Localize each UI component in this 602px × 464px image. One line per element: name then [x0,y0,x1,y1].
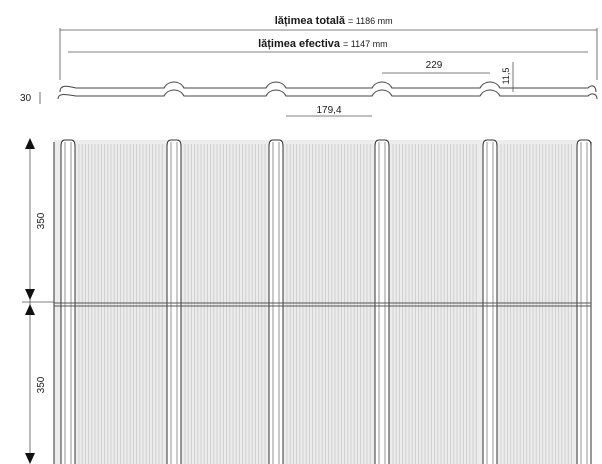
total-width-dimension: lățimea totală = 1186 mm [59,15,598,80]
arrow-mid-up [25,289,35,300]
arrow-top [25,138,35,149]
arrow-mid-down [25,304,35,315]
rib-outline [374,139,390,464]
rib [166,139,182,464]
effective-width-value: = 1147 mm [343,39,388,49]
segment-width-value: 179,4 [316,105,341,116]
rib [576,139,592,464]
module-length-dimension: 350 350 [22,138,60,464]
rib [482,139,498,464]
total-width-label: lățimea totală [275,15,346,27]
rib-outline [268,139,284,464]
rib [60,139,76,464]
rib-outline [576,139,592,464]
module-length-top-value: 350 [36,212,47,229]
rib [268,139,284,464]
corrugation-stripes [78,144,572,464]
profile-upper-edge [59,81,597,93]
profile-lower-edge [57,89,598,100]
wave-pitch-value: 229 [426,60,443,71]
rib-height-value: 11,5 [501,68,511,85]
profile-height-value: 30 [20,93,32,104]
rib-outline [482,139,498,464]
cross-section-profile [57,81,598,100]
wave-pitch-dimension: 229 [382,60,490,74]
rib [374,139,390,464]
effective-width-label: lățimea efectiva [258,38,341,50]
tile-sheet-plan-view [53,139,592,464]
segment-width-dimension: 179,4 [286,105,372,117]
rib-outline [166,139,182,464]
arrow-bottom [25,453,35,464]
total-width-value: = 1186 mm [348,16,393,26]
profile-height-dimension: 30 [20,92,41,104]
rib-outline [60,139,76,464]
rib-height-dimension: 11,5 [501,62,514,92]
module-length-bottom-value: 350 [36,376,47,393]
effective-width-dimension: lățimea efectiva = 1147 mm [68,38,588,53]
